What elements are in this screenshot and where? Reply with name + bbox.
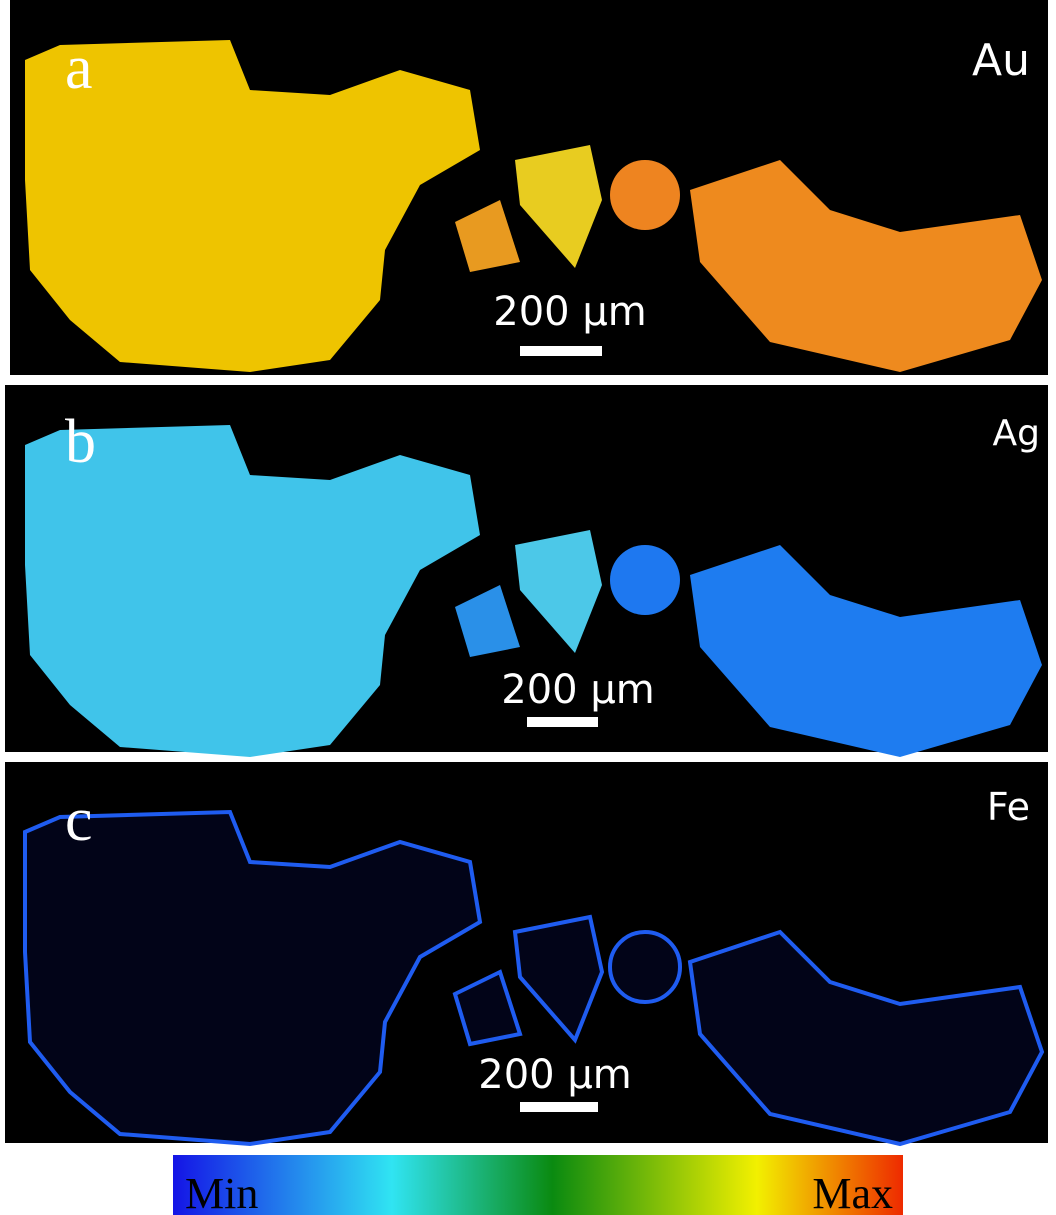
figure: a Au 200 µm b Ag 200 µm c Fe 200 µm (0, 0, 1056, 1215)
panel-a: a Au 200 µm (10, 0, 1048, 375)
panel-letter: c (65, 786, 93, 854)
colorbar-gradient (173, 1155, 903, 1215)
panel-letter: b (65, 408, 96, 476)
element-label: Au (972, 35, 1030, 86)
colorbar-min: Min (185, 1169, 258, 1215)
scale-bar-label: 200 µm (478, 1052, 631, 1098)
element-label: Fe (987, 785, 1030, 829)
panel-letter: a (65, 34, 93, 102)
element-label: Ag (993, 413, 1040, 454)
colorbar: Min Max (173, 1155, 903, 1215)
scale-bar (520, 346, 602, 356)
grain (610, 545, 680, 615)
grain (610, 160, 680, 230)
scale-bar-label: 200 µm (493, 289, 646, 335)
scale-bar (520, 1102, 598, 1112)
scale-bar-label: 200 µm (501, 667, 654, 713)
panel-b: b Ag 200 µm (5, 385, 1048, 757)
scale-bar (527, 717, 598, 727)
colorbar-max: Max (812, 1169, 893, 1215)
grain-outline (610, 932, 680, 1002)
panel-c: c Fe 200 µm (5, 762, 1048, 1144)
